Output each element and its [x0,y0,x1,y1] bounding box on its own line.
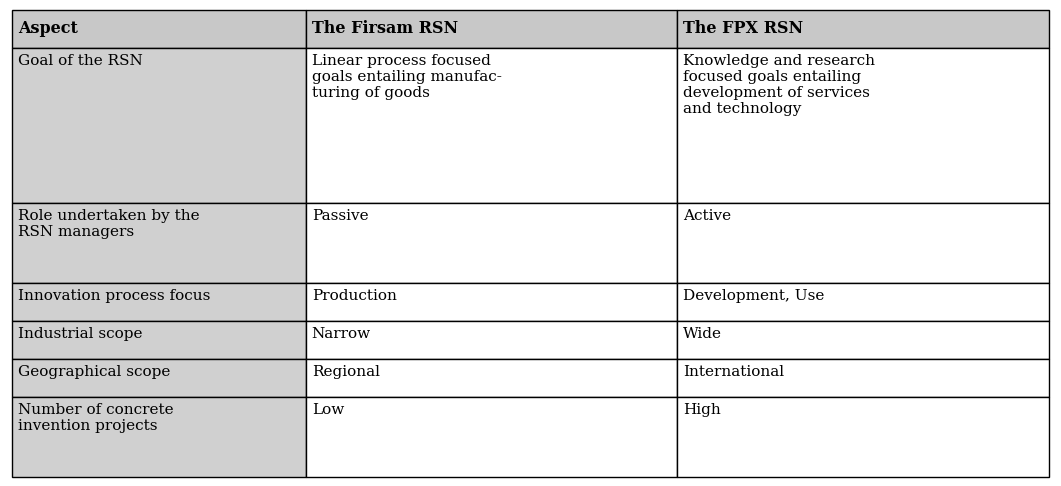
Text: Geographical scope: Geographical scope [18,364,171,379]
Bar [12,48,306,203]
Bar [677,203,1049,282]
Bar [12,320,306,359]
Text: Number of concrete
invention projects: Number of concrete invention projects [18,402,174,433]
Bar [12,397,306,476]
Text: Role undertaken by the
RSN managers: Role undertaken by the RSN managers [18,208,199,239]
Bar [677,48,1049,203]
Bar [306,10,677,48]
Text: The Firsam RSN: The Firsam RSN [312,20,457,37]
Text: International: International [683,364,784,379]
Bar [12,359,306,397]
Text: Knowledge and research
focused goals entailing
development of services
and techn: Knowledge and research focused goals ent… [683,53,875,116]
Text: Wide: Wide [683,327,723,341]
Bar [306,203,677,282]
Bar [677,10,1049,48]
Bar [677,397,1049,476]
Bar [677,282,1049,320]
Text: Linear process focused
goals entailing manufac-
turing of goods: Linear process focused goals entailing m… [312,53,502,100]
Text: Innovation process focus: Innovation process focus [18,289,210,302]
Bar [306,48,677,203]
Text: Production: Production [312,289,397,302]
Text: Industrial scope: Industrial scope [18,327,142,341]
Text: Low: Low [312,402,344,417]
Text: Aspect: Aspect [18,20,77,37]
Bar [12,10,306,48]
Text: Active: Active [683,208,731,223]
Bar [12,203,306,282]
Bar [306,282,677,320]
Text: Narrow: Narrow [312,327,370,341]
Bar [306,320,677,359]
Text: Passive: Passive [312,208,368,223]
Bar [306,359,677,397]
Bar [12,282,306,320]
Bar [677,359,1049,397]
Bar [306,397,677,476]
Text: The FPX RSN: The FPX RSN [683,20,803,37]
Text: High: High [683,402,721,417]
Text: Development, Use: Development, Use [683,289,824,302]
Bar [677,320,1049,359]
Text: Goal of the RSN: Goal of the RSN [18,53,143,68]
Text: Regional: Regional [312,364,380,379]
